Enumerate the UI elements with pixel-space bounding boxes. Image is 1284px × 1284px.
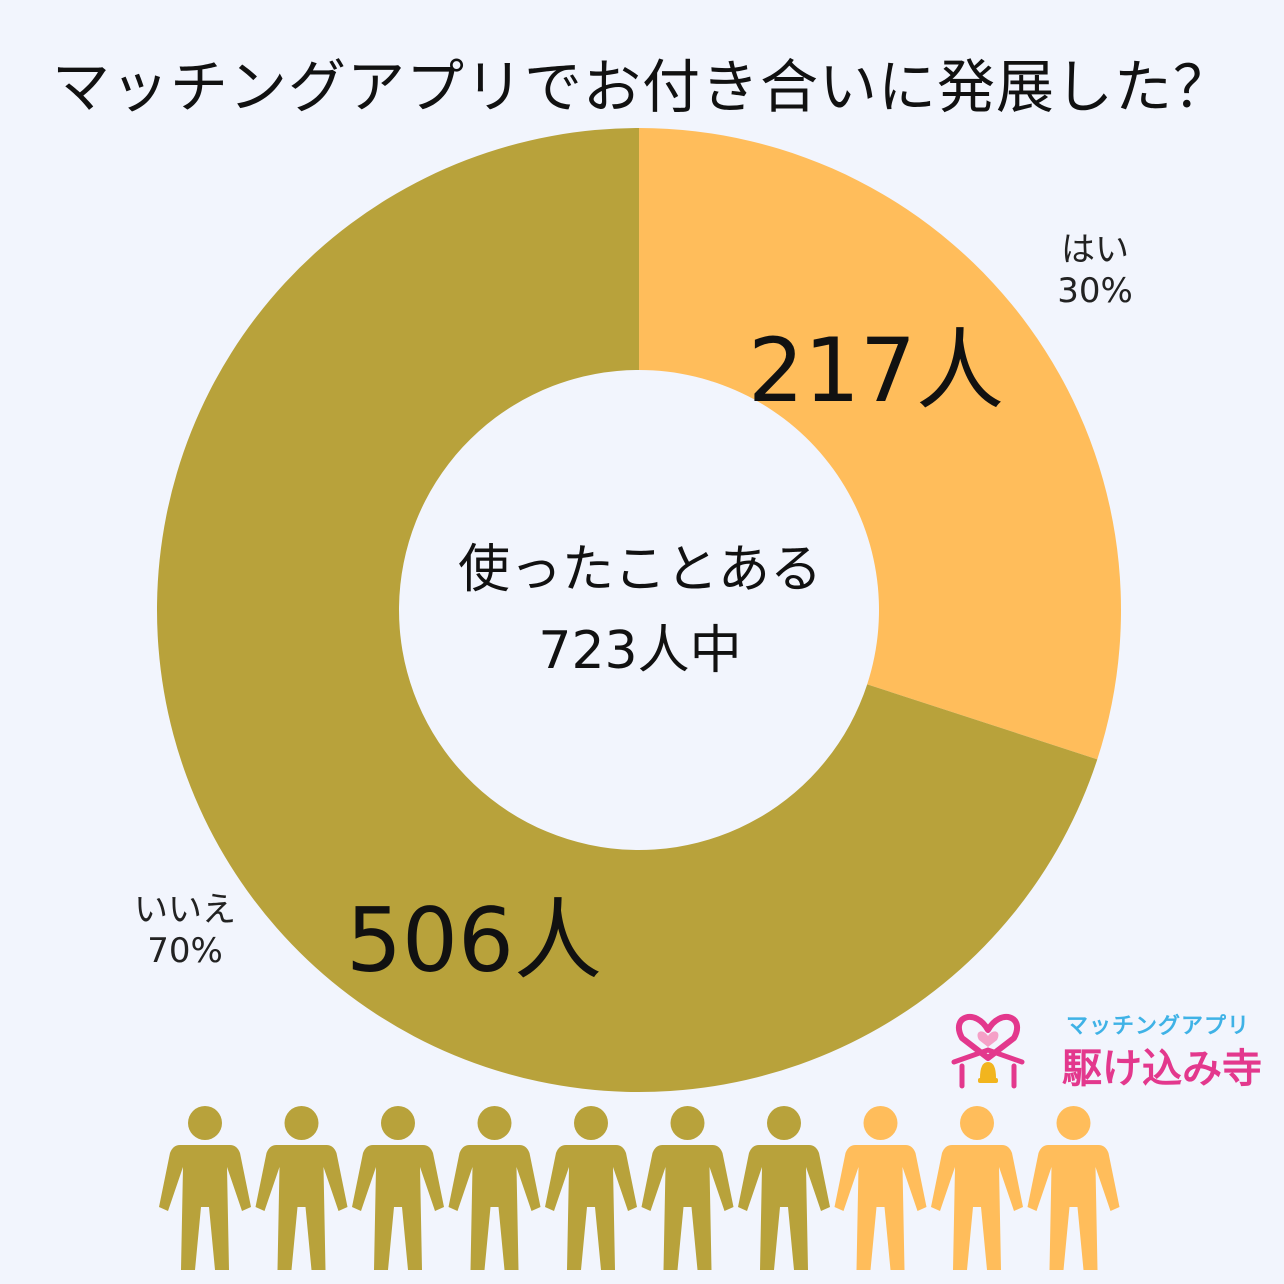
center-line-2: 723人中 [538,620,742,681]
chart-title: マッチングアプリでお付き合いに発展した？ [51,53,1232,121]
person-icon [255,1106,348,1270]
site-logo [951,1014,1025,1089]
person-icon [641,1106,734,1270]
person-icon [159,1106,251,1270]
donut-slice-no [157,128,1098,1092]
slice-label-no-name: いいえ [134,890,236,930]
person-icon [931,1106,1023,1270]
donut-slice-yes [639,128,1122,760]
slice-label-no: いいえ 70% [110,890,260,972]
slice-label-yes-name: はい [1061,230,1129,270]
slice-label-yes-percent: 30% [1057,270,1133,311]
person-icon [448,1106,541,1270]
logo-text-big: 駆け込み寺 [1062,1046,1262,1092]
person-icon [545,1106,637,1270]
slice-label-no-percent: 70% [147,930,223,971]
person-icon [738,1106,830,1270]
person-icon [352,1106,444,1270]
person-icon [834,1106,927,1270]
logo-text-small: マッチングアプリ [1066,1014,1251,1039]
person-icon [1027,1106,1120,1270]
data-label-no-count: 506人 [346,889,602,992]
logo-heart-icon [951,1014,1025,1089]
slice-label-yes: はい 30% [1020,230,1170,312]
donut-center-text: 使ったことある 723人中 [400,530,880,691]
data-label-yes-count: 217人 [748,319,1004,422]
center-line-1: 使ったことある [457,540,822,600]
